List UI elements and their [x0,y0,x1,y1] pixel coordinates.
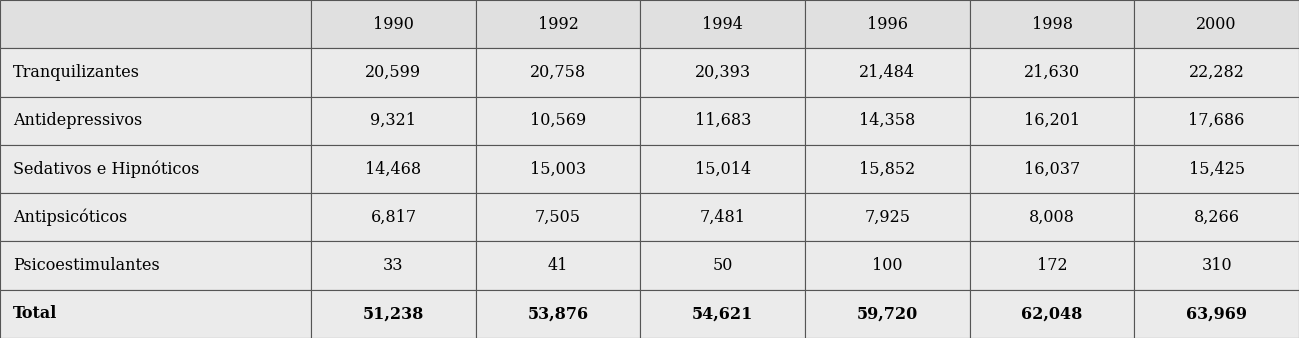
Text: 7,481: 7,481 [700,209,746,226]
Bar [312,290,475,338]
Text: 22,282: 22,282 [1189,64,1244,81]
Bar [970,0,1134,48]
Text: 20,758: 20,758 [530,64,586,81]
Bar [475,0,640,48]
Text: 1992: 1992 [538,16,578,33]
Bar [0,145,312,193]
Text: 62,048: 62,048 [1021,305,1083,322]
Text: 54,621: 54,621 [692,305,753,322]
Text: 172: 172 [1037,257,1068,274]
Bar [475,97,640,145]
Text: 20,599: 20,599 [365,64,421,81]
Bar [0,241,312,290]
Bar [640,241,805,290]
Text: 20,393: 20,393 [695,64,751,81]
Text: Sedativos e Hipnóticos: Sedativos e Hipnóticos [13,160,199,178]
Bar [312,48,475,97]
Text: 9,321: 9,321 [370,112,417,129]
Text: 15,014: 15,014 [695,161,751,177]
Text: 14,468: 14,468 [365,161,421,177]
Text: 16,201: 16,201 [1024,112,1079,129]
Bar [312,0,475,48]
Text: 1996: 1996 [866,16,908,33]
Text: 50: 50 [713,257,733,274]
Bar [475,290,640,338]
Bar [970,241,1134,290]
Text: 10,569: 10,569 [530,112,586,129]
Bar [1134,193,1299,241]
Text: 11,683: 11,683 [695,112,751,129]
Bar [0,193,312,241]
Text: 1990: 1990 [373,16,414,33]
Text: 41: 41 [548,257,568,274]
Text: 51,238: 51,238 [362,305,425,322]
Bar [0,290,312,338]
Text: 8,266: 8,266 [1194,209,1239,226]
Bar [640,145,805,193]
Bar [1134,48,1299,97]
Text: 1994: 1994 [703,16,743,33]
Bar [1134,290,1299,338]
Bar [0,48,312,97]
Bar [970,290,1134,338]
Text: 21,630: 21,630 [1024,64,1079,81]
Bar [0,97,312,145]
Bar [640,290,805,338]
Text: Antipsicóticos: Antipsicóticos [13,209,127,226]
Text: 15,425: 15,425 [1189,161,1244,177]
Bar [1134,241,1299,290]
Text: Total: Total [13,305,57,322]
Bar [805,290,970,338]
Bar [640,0,805,48]
Text: 100: 100 [872,257,903,274]
Text: 310: 310 [1202,257,1231,274]
Text: Antidepressivos: Antidepressivos [13,112,142,129]
Bar [475,193,640,241]
Text: 15,852: 15,852 [859,161,916,177]
Text: 59,720: 59,720 [857,305,918,322]
Bar [0,0,312,48]
Bar [805,145,970,193]
Text: 15,003: 15,003 [530,161,586,177]
Text: 21,484: 21,484 [860,64,916,81]
Text: 1998: 1998 [1031,16,1073,33]
Text: 17,686: 17,686 [1189,112,1244,129]
Bar [1134,97,1299,145]
Text: Psicoestimulantes: Psicoestimulantes [13,257,160,274]
Bar [640,48,805,97]
Bar [805,97,970,145]
Text: 8,008: 8,008 [1029,209,1076,226]
Bar [312,241,475,290]
Bar [805,48,970,97]
Bar [805,193,970,241]
Text: 14,358: 14,358 [859,112,916,129]
Bar [970,48,1134,97]
Bar [312,193,475,241]
Bar [970,193,1134,241]
Text: 63,969: 63,969 [1186,305,1247,322]
Bar [475,48,640,97]
Bar [970,145,1134,193]
Text: 7,925: 7,925 [864,209,911,226]
Bar [640,97,805,145]
Text: 33: 33 [383,257,404,274]
Bar [640,193,805,241]
Bar [475,241,640,290]
Bar [1134,0,1299,48]
Text: Tranquilizantes: Tranquilizantes [13,64,140,81]
Text: 16,037: 16,037 [1024,161,1081,177]
Text: 2000: 2000 [1196,16,1237,33]
Bar [312,145,475,193]
Text: 7,505: 7,505 [535,209,581,226]
Text: 53,876: 53,876 [527,305,588,322]
Bar [475,145,640,193]
Bar [1134,145,1299,193]
Bar [805,241,970,290]
Bar [970,97,1134,145]
Bar [805,0,970,48]
Text: 6,817: 6,817 [370,209,417,226]
Bar [312,97,475,145]
